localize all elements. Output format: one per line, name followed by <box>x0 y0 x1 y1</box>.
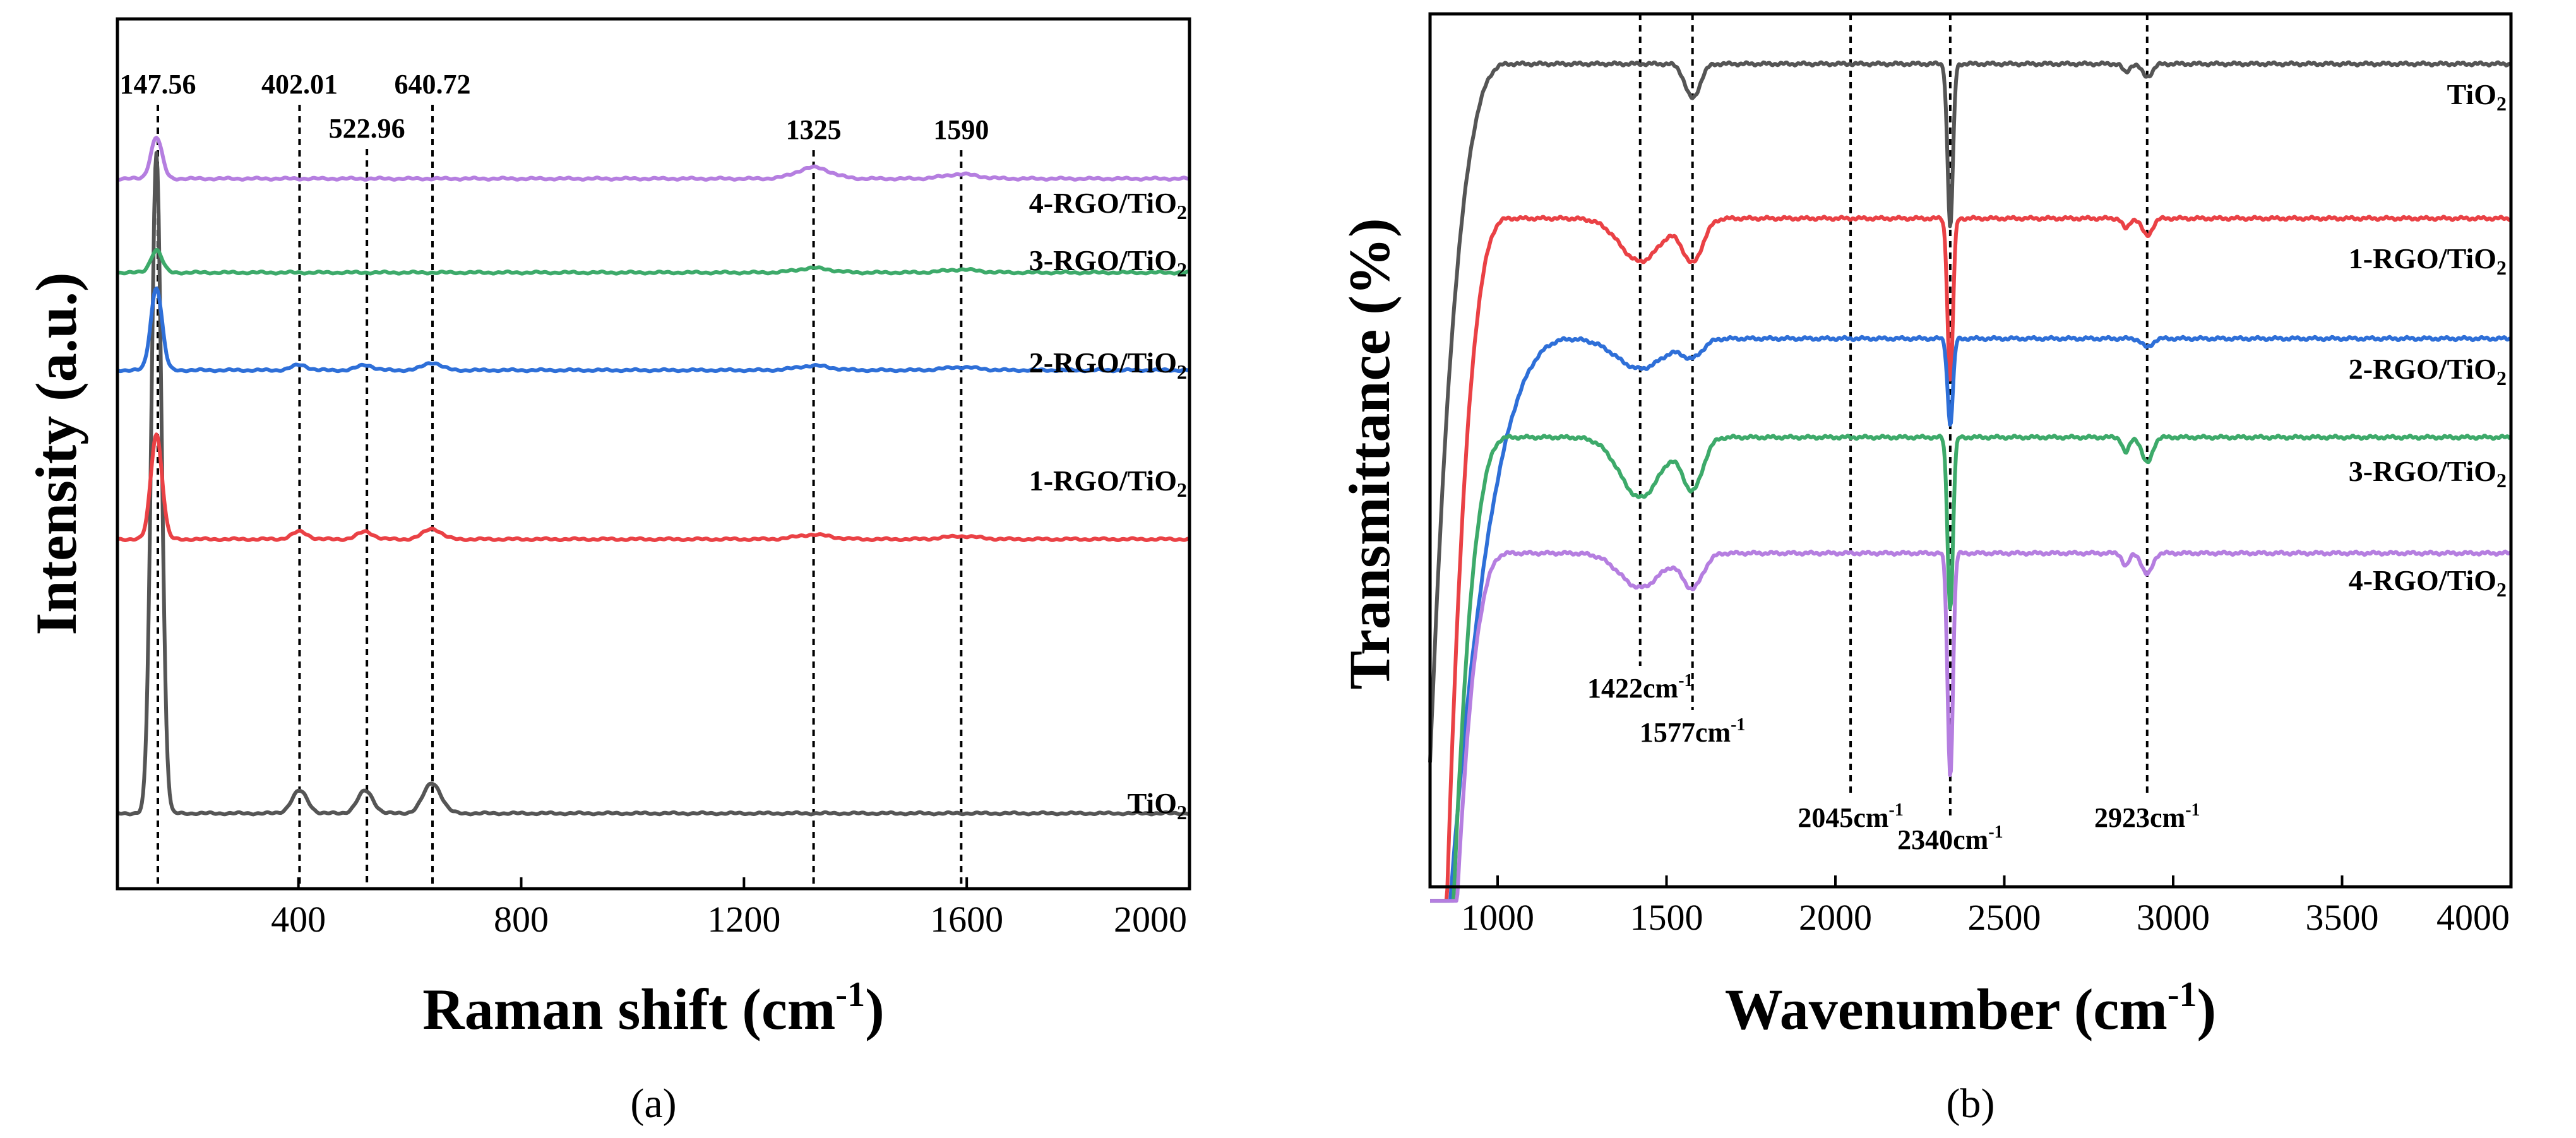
raman-y-axis-title: Intensity (a.u.) <box>24 272 88 635</box>
ftir-series-label: 4-RGO/TiO2 <box>2349 564 2507 601</box>
ftir-plot-frame <box>1428 12 2513 889</box>
ftir-band-label: 2045cm-1 <box>1798 800 1904 833</box>
raman-series-line <box>116 151 1190 817</box>
ftir-series-line <box>1429 215 2512 903</box>
ftir-series-line <box>1428 60 2512 763</box>
raman-reference-lines <box>157 105 963 889</box>
raman-series-label: 4-RGO/TiO2 <box>1029 187 1187 223</box>
ftir-y-axis-title: Transmittance (%) <box>1337 218 1402 690</box>
ftir-series-label: 2-RGO/TiO2 <box>2349 353 2507 389</box>
ftir-x-tick-label: 1500 <box>1630 897 1703 938</box>
raman-x-tick-label: 1600 <box>930 899 1003 940</box>
raman-peak-label: 1325 <box>786 114 842 145</box>
raman-series-label: 1-RGO/TiO2 <box>1029 465 1187 501</box>
raman-series-line <box>116 136 1190 182</box>
raman-x-tick-label: 400 <box>271 899 326 940</box>
ftir-series-label: TiO2 <box>2447 78 2507 115</box>
raman-series-label: TiO2 <box>1128 787 1187 824</box>
raman-peak-label: 402.01 <box>261 69 338 100</box>
raman-plot-frame <box>116 17 1191 891</box>
ftir-series-label: 3-RGO/TiO2 <box>2349 455 2507 492</box>
ftir-series-label: 1-RGO/TiO2 <box>2349 242 2507 279</box>
raman-series-labels: TiO2 1-RGO/TiO2 2-RGO/TiO2 3-RGO/TiO2 4-RGO/… <box>1029 187 1187 824</box>
ftir-x-tick-label: 1000 <box>1461 897 1534 938</box>
raman-chart: 147.56 402.01 522.96 640.72 1325 1590 TiO2 1-R… <box>24 17 1191 1127</box>
raman-peak-label: 1590 <box>933 114 989 145</box>
ftir-series-line <box>1429 549 2512 903</box>
raman-series <box>116 136 1190 817</box>
raman-x-axis-title: Raman shift (cm-1) <box>422 975 884 1041</box>
panel-b-label: (b) <box>1947 1081 1995 1127</box>
ftir-series <box>1428 60 2512 903</box>
raman-x-tick-label: 2000 <box>1114 899 1187 940</box>
ftir-band-label: 1422cm-1 <box>1587 671 1693 704</box>
raman-peak-label: 640.72 <box>395 69 471 100</box>
ftir-series-line <box>1429 335 2512 903</box>
raman-series-line <box>116 432 1190 542</box>
ftir-band-label: 2340cm-1 <box>1897 822 2003 855</box>
ftir-band-label: 1577cm-1 <box>1640 715 1746 748</box>
ftir-band-label: 2923cm-1 <box>2094 800 2200 833</box>
ftir-x-ticks: 1000 1500 2000 2500 3000 3500 4000 <box>1461 875 2512 938</box>
ftir-x-tick-label: 2500 <box>1968 897 2041 938</box>
raman-series-line <box>116 248 1190 276</box>
raman-peak-label: 522.96 <box>329 113 405 144</box>
raman-series-label: 2-RGO/TiO2 <box>1029 347 1187 383</box>
raman-x-ticks: 400 800 1200 1600 2000 <box>271 877 1191 940</box>
raman-peak-label: 147.56 <box>120 69 196 100</box>
ftir-x-tick-label: 2000 <box>1799 897 1872 938</box>
panel-a-label: (a) <box>630 1081 676 1127</box>
raman-x-tick-label: 800 <box>494 899 549 940</box>
raman-series-label: 3-RGO/TiO2 <box>1029 244 1187 281</box>
raman-x-tick-label: 1200 <box>707 899 780 940</box>
ftir-series-labels: TiO2 1-RGO/TiO2 2-RGO/TiO2 3-RGO/TiO2 4-RGO/… <box>2349 78 2507 601</box>
ftir-x-tick-label: 4000 <box>2436 897 2510 938</box>
raman-peak-labels: 147.56 402.01 522.96 640.72 1325 1590 <box>120 69 989 145</box>
raman-series-line <box>116 286 1190 374</box>
ftir-x-axis-title: Wavenumber (cm-1) <box>1725 975 2216 1041</box>
ftir-x-tick-label: 3000 <box>2137 897 2210 938</box>
ftir-x-tick-label: 3500 <box>2306 897 2379 938</box>
ftir-series-line <box>1429 434 2512 903</box>
